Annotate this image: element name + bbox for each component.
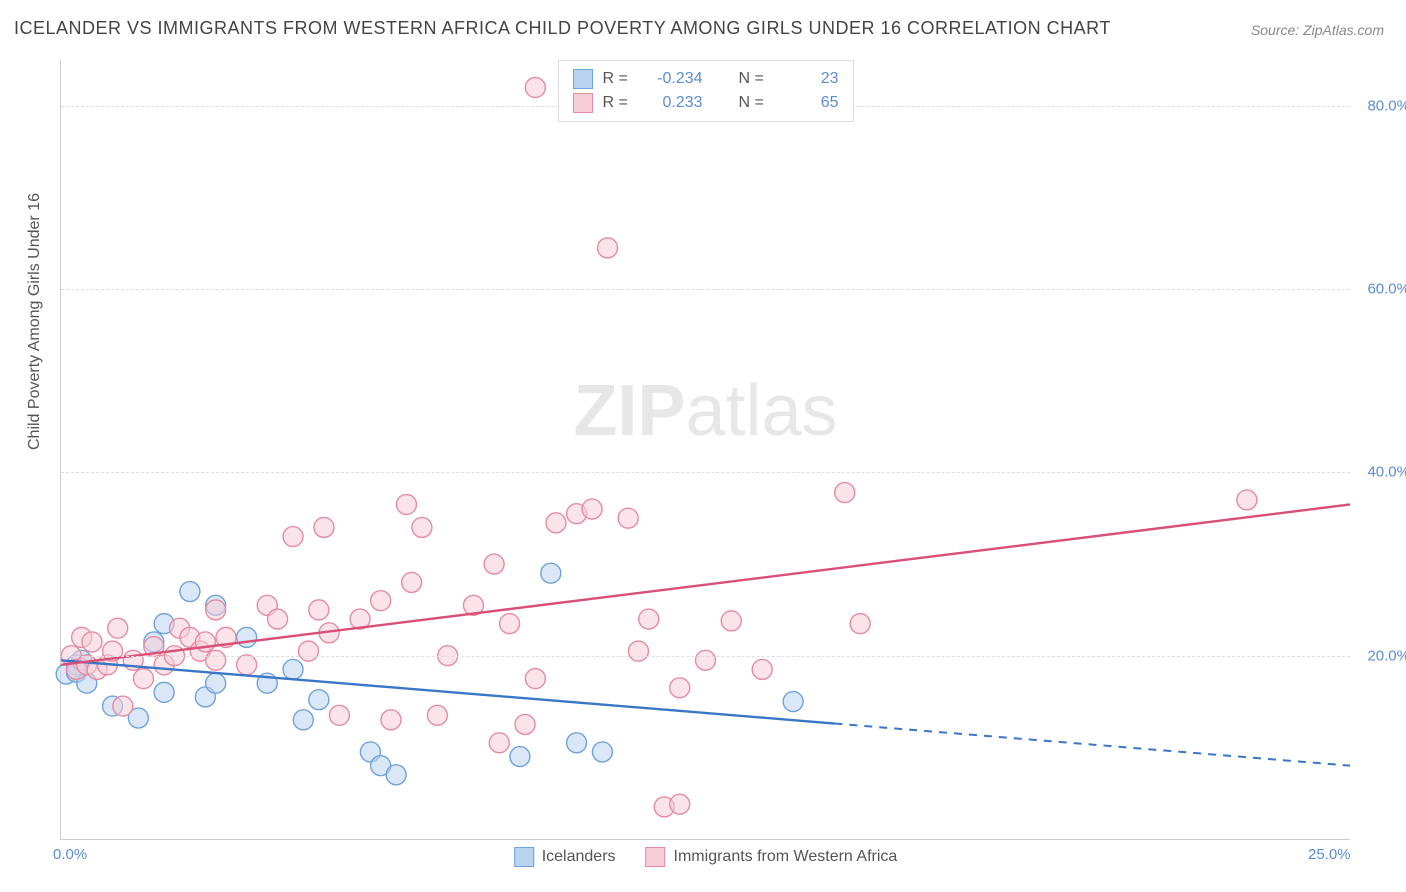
scatter-point xyxy=(412,517,432,537)
scatter-point xyxy=(546,513,566,533)
scatter-point xyxy=(206,673,226,693)
scatter-point xyxy=(639,609,659,629)
scatter-point xyxy=(525,669,545,689)
legend-item-series-1: Immigrants from Western Africa xyxy=(646,847,898,867)
source-value: ZipAtlas.com xyxy=(1303,22,1384,38)
legend-n-label: N = xyxy=(739,94,769,112)
gridline xyxy=(61,656,1350,657)
scatter-point xyxy=(510,747,530,767)
scatter-point xyxy=(402,572,422,592)
scatter-point xyxy=(525,77,545,97)
legend-swatch-icon xyxy=(514,847,534,867)
scatter-point xyxy=(113,696,133,716)
correlation-legend: R = -0.234 N = 23 R = 0.233 N = 65 xyxy=(558,60,854,122)
scatter-point xyxy=(752,659,772,679)
x-tick-label: 25.0% xyxy=(1308,846,1351,863)
scatter-point xyxy=(592,742,612,762)
scatter-point xyxy=(108,618,128,638)
source-label: Source: xyxy=(1251,22,1299,38)
scatter-point xyxy=(309,690,329,710)
chart-title: ICELANDER VS IMMIGRANTS FROM WESTERN AFR… xyxy=(14,18,1111,39)
legend-n-value: 23 xyxy=(779,70,839,88)
scatter-point xyxy=(427,705,447,725)
scatter-point xyxy=(268,609,288,629)
scatter-point xyxy=(670,794,690,814)
scatter-point xyxy=(567,733,587,753)
scatter-point xyxy=(314,517,334,537)
scatter-point xyxy=(696,650,716,670)
y-tick-label: 20.0% xyxy=(1367,647,1406,664)
plot-area: R = -0.234 N = 23 R = 0.233 N = 65 ZIPat… xyxy=(60,60,1350,840)
scatter-point xyxy=(783,692,803,712)
scatter-point xyxy=(396,494,416,514)
series-legend: Icelanders Immigrants from Western Afric… xyxy=(514,847,898,867)
scatter-point xyxy=(298,641,318,661)
scatter-point xyxy=(293,710,313,730)
legend-r-value: -0.234 xyxy=(643,70,703,88)
scatter-point xyxy=(371,591,391,611)
gridline xyxy=(61,289,1350,290)
scatter-point xyxy=(381,710,401,730)
scatter-point xyxy=(835,483,855,503)
legend-r-label: R = xyxy=(603,70,633,88)
scatter-point xyxy=(721,611,741,631)
scatter-point xyxy=(237,655,257,675)
scatter-point xyxy=(386,765,406,785)
legend-r-value: 0.233 xyxy=(643,94,703,112)
x-tick-label: 0.0% xyxy=(53,846,87,863)
legend-series-label: Immigrants from Western Africa xyxy=(674,848,898,866)
scatter-point xyxy=(850,614,870,634)
scatter-point xyxy=(154,682,174,702)
scatter-point xyxy=(670,678,690,698)
scatter-point xyxy=(237,627,257,647)
scatter-point xyxy=(484,554,504,574)
scatter-point xyxy=(489,733,509,753)
trend-line-dashed xyxy=(834,724,1350,766)
scatter-point xyxy=(283,659,303,679)
legend-series-label: Icelanders xyxy=(542,848,616,866)
y-tick-label: 80.0% xyxy=(1367,97,1406,114)
legend-n-value: 65 xyxy=(779,94,839,112)
scatter-point xyxy=(206,600,226,620)
scatter-point xyxy=(1237,490,1257,510)
legend-swatch-icon xyxy=(573,69,593,89)
scatter-point xyxy=(309,600,329,620)
scatter-point xyxy=(582,499,602,519)
scatter-point xyxy=(541,563,561,583)
scatter-point xyxy=(515,714,535,734)
legend-row-series-0: R = -0.234 N = 23 xyxy=(573,67,839,91)
legend-swatch-icon xyxy=(573,93,593,113)
chart-svg xyxy=(61,60,1350,839)
scatter-point xyxy=(329,705,349,725)
trend-line xyxy=(61,504,1350,664)
scatter-point xyxy=(180,582,200,602)
legend-n-label: N = xyxy=(739,70,769,88)
legend-r-label: R = xyxy=(603,94,633,112)
scatter-point xyxy=(628,641,648,661)
legend-item-series-0: Icelanders xyxy=(514,847,616,867)
y-tick-label: 40.0% xyxy=(1367,464,1406,481)
chart-container: ICELANDER VS IMMIGRANTS FROM WESTERN AFR… xyxy=(0,0,1406,892)
scatter-point xyxy=(618,508,638,528)
y-tick-label: 60.0% xyxy=(1367,281,1406,298)
scatter-point xyxy=(283,527,303,547)
source-attribution: Source: ZipAtlas.com xyxy=(1251,22,1384,38)
legend-swatch-icon xyxy=(646,847,666,867)
scatter-point xyxy=(82,632,102,652)
scatter-point xyxy=(500,614,520,634)
scatter-point xyxy=(133,669,153,689)
legend-row-series-1: R = 0.233 N = 65 xyxy=(573,91,839,115)
scatter-point xyxy=(206,650,226,670)
gridline xyxy=(61,472,1350,473)
y-axis-label: Child Poverty Among Girls Under 16 xyxy=(26,193,44,450)
scatter-point xyxy=(598,238,618,258)
